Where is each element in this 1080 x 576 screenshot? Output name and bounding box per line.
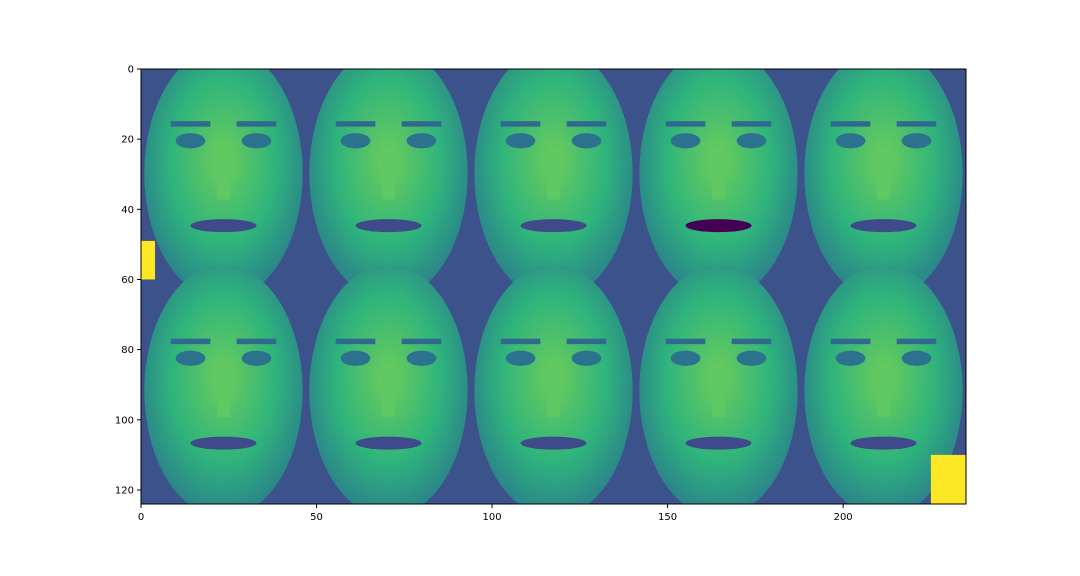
image-tiles [141, 69, 966, 504]
image-tile [801, 69, 966, 300]
tile-brow [170, 121, 211, 127]
tile-nose [876, 369, 891, 417]
tile-mouth [190, 219, 257, 233]
x-tick-label: 100 [483, 512, 502, 523]
tile-nose [711, 151, 726, 200]
tile-eye [835, 350, 866, 366]
tile-brow [896, 121, 937, 127]
tile-mouth [850, 436, 917, 450]
tile-eye [175, 350, 206, 366]
tile-eye [571, 350, 602, 366]
tile-nose [216, 151, 231, 200]
image-tile [306, 69, 471, 300]
tile-nose [216, 369, 231, 417]
tile-brow [500, 121, 541, 127]
tile-eye [835, 133, 866, 149]
tile-brow [665, 338, 706, 345]
tile-eye [406, 350, 437, 366]
tile-mouth [520, 219, 587, 233]
image-tile [471, 69, 636, 300]
image-tile [636, 264, 801, 504]
tile-eye [901, 133, 932, 149]
tile-brow [236, 338, 277, 345]
image-tile [471, 264, 636, 504]
tile-eye [340, 350, 371, 366]
tile-mouth [850, 219, 917, 233]
tile-mouth [685, 219, 752, 233]
tile-mouth [190, 436, 257, 450]
y-axis: 0 20 40 60 80 100 120 [115, 65, 141, 496]
tile-mouth [355, 219, 422, 233]
tile-brow [335, 121, 376, 127]
x-tick-label: 0 [138, 512, 144, 523]
tile-eye [241, 350, 272, 366]
image-tile [141, 264, 306, 504]
x-tick-label: 50 [310, 512, 323, 523]
x-axis: 0 50 100 150 200 [138, 504, 853, 523]
bright-patch [141, 240, 156, 280]
tile-eye [406, 133, 437, 149]
tile-eye [175, 133, 206, 149]
tile-eye [901, 350, 932, 366]
image-tile [306, 264, 471, 504]
y-tick-label: 120 [115, 485, 134, 496]
tile-brow [335, 338, 376, 345]
image-tile [141, 69, 306, 300]
tile-brow [731, 121, 772, 127]
x-tick-label: 200 [834, 512, 853, 523]
tile-eye [241, 133, 272, 149]
tile-brow [896, 338, 937, 345]
tile-brow [830, 121, 871, 127]
image-tile [636, 69, 801, 300]
tile-eye [505, 350, 536, 366]
tile-brow [665, 121, 706, 127]
tile-eye [340, 133, 371, 149]
tile-brow [500, 338, 541, 345]
tile-nose [546, 369, 561, 417]
y-tick-label: 20 [121, 135, 134, 146]
y-tick-label: 40 [121, 205, 134, 216]
tile-eye [505, 133, 536, 149]
y-tick-label: 0 [128, 65, 134, 76]
tile-eye [670, 350, 701, 366]
y-tick-label: 100 [115, 415, 134, 426]
tile-brow [401, 121, 442, 127]
tile-mouth [520, 436, 587, 450]
tile-brow [401, 338, 442, 345]
tile-nose [381, 369, 396, 417]
tile-brow [236, 121, 277, 127]
tile-nose [876, 151, 891, 200]
tile-mouth [355, 436, 422, 450]
axes-frame [140, 68, 967, 505]
tile-brow [830, 338, 871, 345]
tile-brow [566, 338, 607, 345]
tile-brow [566, 121, 607, 127]
tile-nose [546, 151, 561, 200]
tile-nose [381, 151, 396, 200]
x-tick-label: 150 [658, 512, 677, 523]
tile-eye [736, 133, 767, 149]
tile-eye [571, 133, 602, 149]
tile-nose [711, 369, 726, 417]
tile-mouth [685, 436, 752, 450]
y-tick-label: 80 [121, 345, 134, 356]
tile-brow [170, 338, 211, 345]
tile-eye [736, 350, 767, 366]
bright-patch [930, 454, 966, 504]
tile-brow [731, 338, 772, 345]
y-tick-label: 60 [121, 275, 134, 286]
tile-eye [670, 133, 701, 149]
